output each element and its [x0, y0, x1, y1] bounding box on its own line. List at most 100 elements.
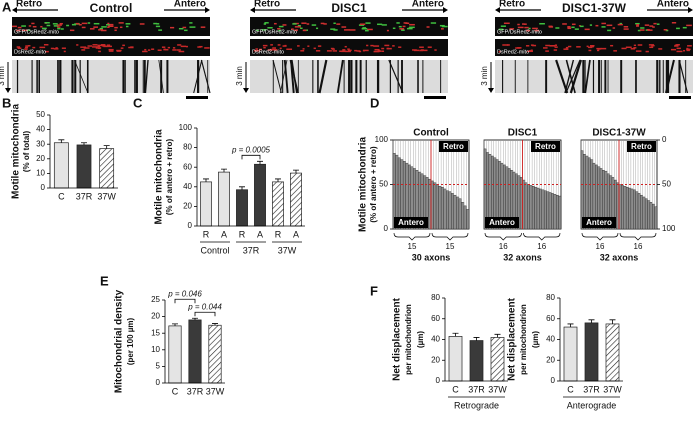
image-speck: [301, 22, 307, 24]
bar: [453, 194, 457, 230]
image-speck: [565, 46, 569, 49]
image-speck: [591, 45, 594, 48]
image-speck: [644, 24, 650, 26]
image-speck: [525, 45, 530, 47]
image-speck: [107, 26, 110, 28]
x-axis-label: 30 axons: [412, 252, 451, 262]
image-speck: [588, 46, 593, 49]
image-speck: [81, 22, 88, 25]
image-speck: [21, 29, 28, 32]
bar: [623, 186, 627, 230]
image-speck: [356, 50, 361, 52]
image-speck: [344, 29, 350, 31]
image-speck: [635, 50, 642, 52]
image-speck: [21, 25, 26, 27]
image-speck: [189, 26, 196, 28]
y-tick-label: 40: [183, 182, 192, 191]
image-speck: [439, 24, 445, 27]
image-speck: [427, 46, 432, 48]
image-speck: [255, 48, 258, 50]
image-speck: [144, 48, 147, 51]
image-speck: [302, 29, 307, 32]
image-speck: [92, 44, 98, 46]
image-speck: [78, 23, 82, 26]
bar: [254, 163, 266, 227]
image-speck: [101, 45, 106, 47]
error-bar: [103, 145, 110, 149]
image-speck: [311, 24, 317, 26]
image-speck: [31, 22, 35, 25]
bar: [605, 323, 620, 382]
image-speck: [107, 45, 112, 48]
bar: [490, 337, 505, 382]
kymograph-line: [144, 59, 149, 94]
arrow-head: [443, 7, 448, 13]
image-speck: [528, 27, 531, 30]
chart-title: Control: [413, 128, 449, 139]
image-speck: [295, 29, 298, 31]
image-speck: [498, 50, 501, 53]
x-tick-label: A: [293, 229, 299, 239]
antero-label: Antero: [398, 218, 424, 227]
image-speck: [676, 47, 681, 50]
image-speck: [114, 26, 118, 29]
image-speck: [125, 25, 129, 28]
y-tick-label: 50: [36, 110, 45, 119]
image-speck: [649, 46, 654, 49]
image-speck: [674, 45, 679, 47]
strip-label: GFP/DsRed2-mito: [252, 29, 297, 35]
panel-label: A: [2, 0, 12, 14]
bar: [168, 325, 182, 384]
image-speck: [264, 22, 269, 24]
strip-label: GFP/DsRed2-mito: [497, 29, 542, 35]
bar: [551, 193, 554, 230]
image-speck: [199, 45, 203, 48]
y-tick-label: 20: [36, 154, 45, 163]
image-speck: [108, 25, 114, 28]
y-axis-label: per mitochondrion: [519, 304, 528, 375]
image-speck: [172, 47, 176, 49]
image-speck: [625, 46, 632, 49]
y-axis-label: (% of antero + retro): [165, 139, 174, 216]
image-speck: [52, 23, 58, 25]
image-speck: [118, 22, 124, 24]
image-speck: [342, 49, 346, 51]
image-speck: [409, 26, 415, 29]
image-speck: [307, 45, 310, 47]
image-speck: [648, 44, 654, 46]
image-speck: [255, 29, 259, 31]
image-speck: [302, 48, 305, 50]
image-speck: [645, 50, 649, 53]
image-speck: [637, 44, 643, 46]
time-label: 3 min: [0, 66, 6, 86]
image-speck: [40, 25, 43, 28]
image-speck: [509, 28, 515, 30]
image-speck: [177, 44, 182, 46]
image-speck: [71, 23, 77, 26]
y-axis-label: Net displacement: [392, 297, 403, 380]
y-tick-label: 10: [151, 345, 160, 354]
y-tick-label: 0: [384, 224, 389, 233]
kymograph-line: [279, 59, 288, 94]
image-speck: [653, 22, 657, 25]
image-speck: [621, 47, 627, 50]
image-speck: [108, 48, 114, 51]
y2-tick-label: 50: [662, 180, 671, 189]
bar: [527, 184, 530, 230]
image-speck: [532, 27, 538, 30]
image-speck: [313, 47, 316, 50]
image-speck: [361, 28, 368, 30]
image-speck: [402, 25, 406, 28]
image-speck: [623, 26, 629, 28]
image-speck: [362, 27, 367, 29]
error-bar: [609, 319, 616, 324]
image-speck: [98, 29, 104, 31]
panel-label: B: [2, 95, 11, 110]
image-speck: [364, 29, 369, 32]
group-label: 37R: [243, 245, 260, 255]
x-tick-label: 37W: [97, 191, 116, 201]
y-tick-label: 100: [179, 123, 193, 132]
antero-label: Antero: [586, 218, 612, 227]
bar: [440, 186, 444, 230]
